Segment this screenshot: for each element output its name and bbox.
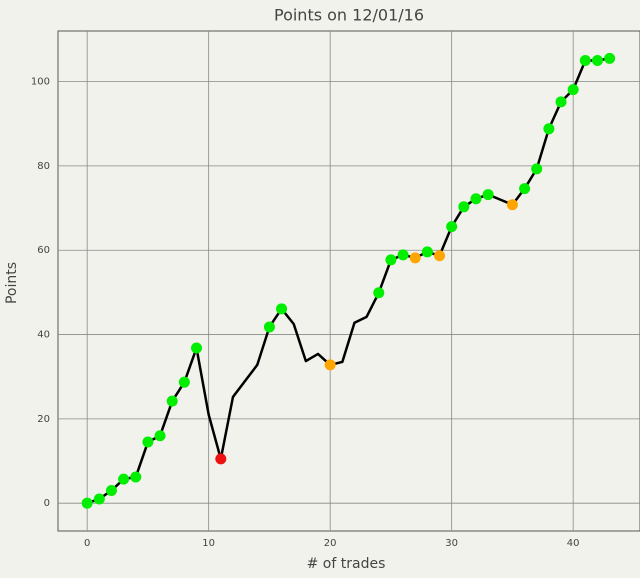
- point-marker: [579, 55, 591, 67]
- point-marker: [434, 250, 446, 262]
- point-marker: [154, 430, 166, 442]
- y-tick-label: 20: [37, 414, 50, 425]
- point-marker: [118, 473, 130, 485]
- point-marker: [215, 453, 227, 465]
- point-marker: [470, 193, 482, 205]
- point-marker: [397, 249, 409, 261]
- point-marker: [543, 123, 555, 135]
- point-marker: [385, 254, 397, 266]
- point-marker: [531, 163, 543, 175]
- point-marker: [591, 55, 603, 67]
- point-marker: [458, 201, 470, 213]
- y-tick-label: 0: [44, 498, 50, 509]
- point-marker: [178, 376, 190, 388]
- point-marker: [446, 221, 458, 233]
- point-marker: [142, 436, 154, 448]
- point-marker: [105, 485, 117, 497]
- point-marker: [519, 183, 531, 195]
- point-marker: [276, 303, 288, 315]
- x-tick-label: 10: [202, 538, 215, 549]
- y-tick-label: 40: [37, 330, 50, 341]
- point-marker: [409, 252, 421, 264]
- x-axis-label: # of trades: [307, 556, 386, 572]
- y-axis-label: Points: [4, 262, 20, 304]
- x-tick-label: 30: [445, 538, 458, 549]
- y-tick-label: 80: [37, 161, 50, 172]
- x-tick-label: 40: [567, 538, 580, 549]
- point-marker: [482, 189, 494, 201]
- point-marker: [166, 395, 178, 407]
- point-marker: [567, 84, 579, 96]
- point-marker: [373, 287, 385, 299]
- point-marker: [555, 96, 567, 108]
- y-tick-label: 60: [37, 245, 50, 256]
- point-marker: [506, 199, 518, 211]
- x-tick-label: 0: [84, 538, 90, 549]
- x-tick-label: 20: [324, 538, 337, 549]
- point-marker: [421, 246, 433, 258]
- point-marker: [263, 321, 275, 333]
- chart-title: Points on 12/01/16: [274, 6, 424, 25]
- point-marker: [604, 52, 616, 64]
- point-marker: [81, 497, 93, 509]
- point-marker: [93, 493, 105, 505]
- point-marker: [191, 342, 203, 354]
- point-marker: [324, 359, 336, 371]
- y-tick-label: 100: [31, 77, 50, 88]
- point-marker: [130, 471, 142, 483]
- plot-area: [57, 30, 640, 532]
